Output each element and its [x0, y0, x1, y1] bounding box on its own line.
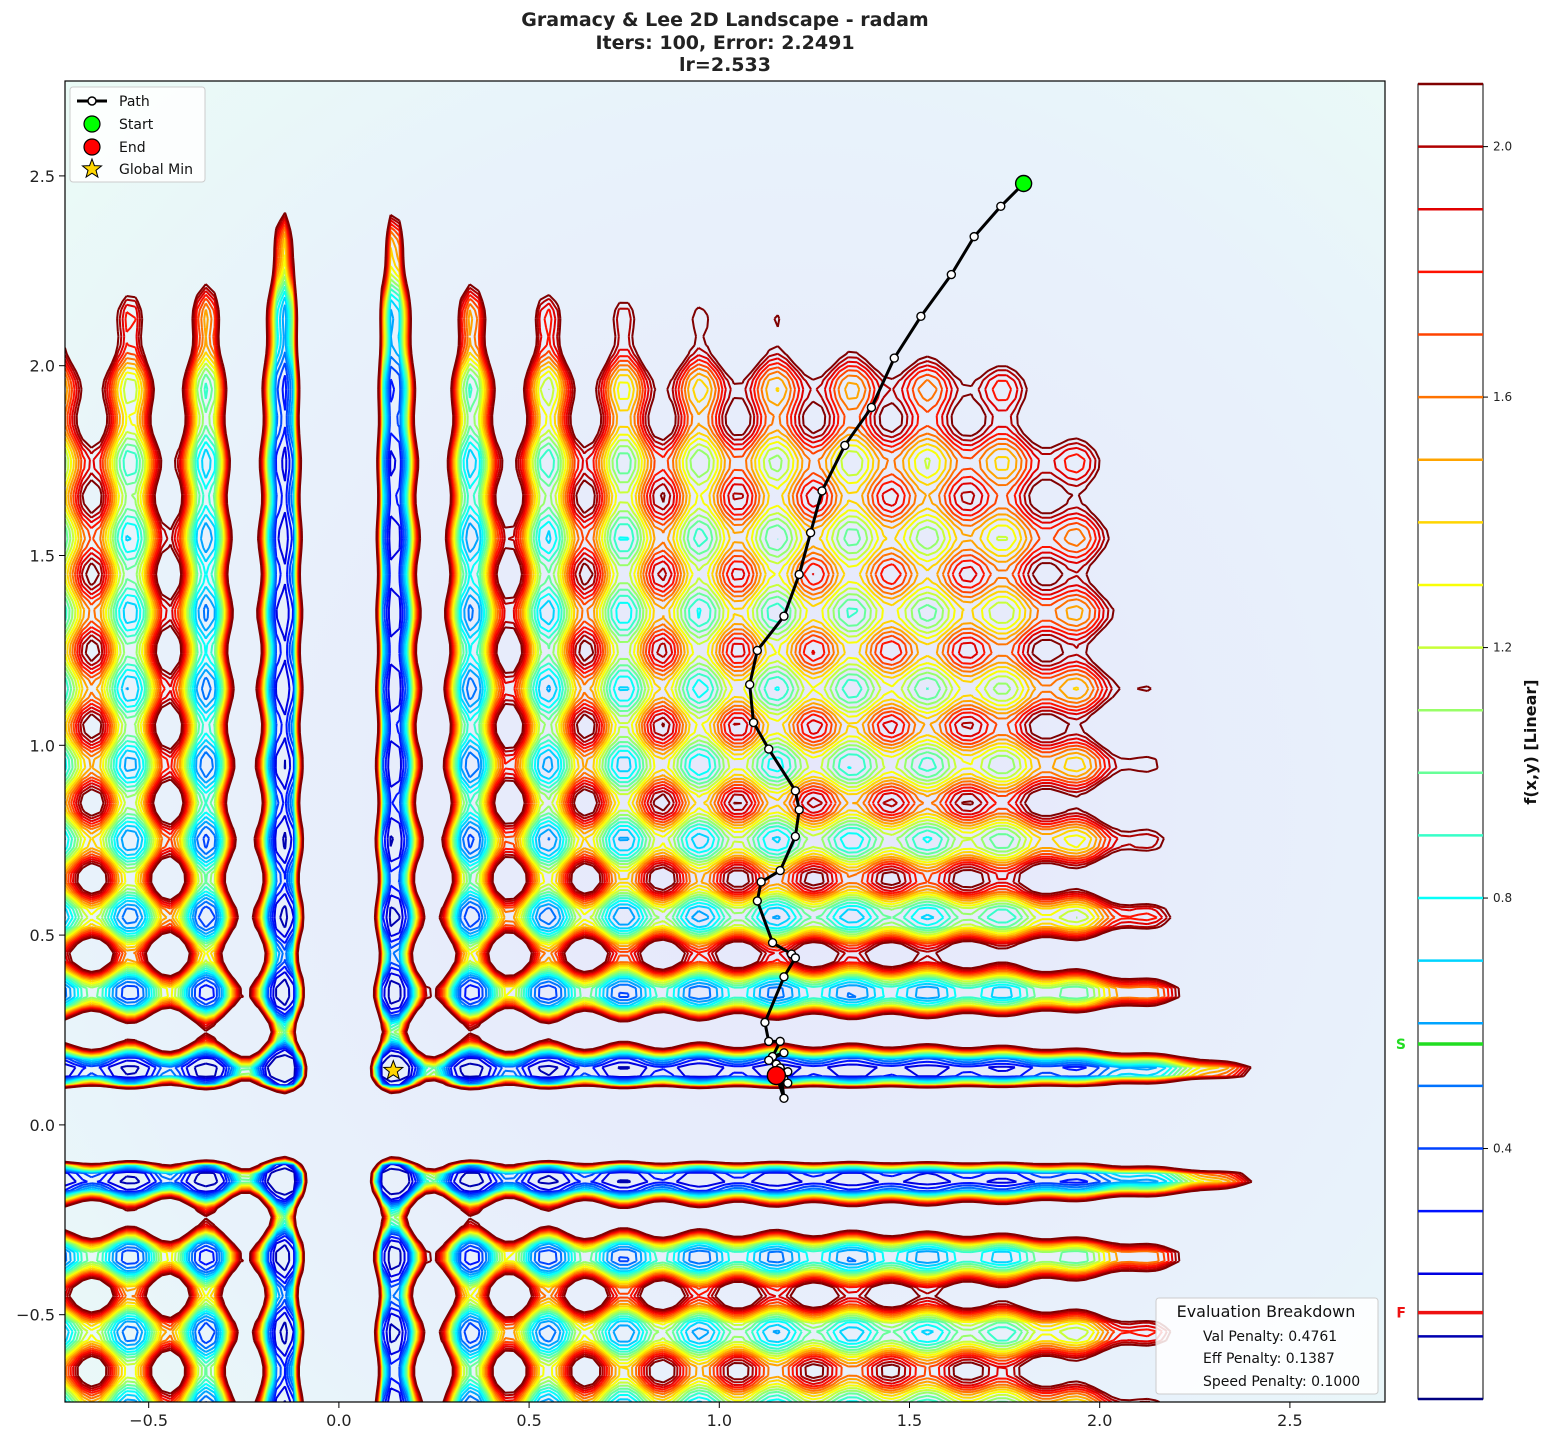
path-point: [996, 201, 1006, 211]
colorbar-final-marker-label: F: [1396, 1306, 1406, 1322]
title-line-3: lr=2.533: [679, 54, 771, 76]
colorbar-frame: [1417, 83, 1484, 1400]
path-point: [756, 877, 766, 887]
legend-label-path: Path: [119, 94, 150, 110]
path-point: [752, 645, 763, 656]
evaluation-speed-penalty: Speed Penalty: 0.1000: [1203, 1374, 1360, 1390]
x-tick-label: 1.0: [707, 1411, 732, 1430]
path-point: [779, 1048, 789, 1058]
start-marker: [1014, 174, 1033, 193]
legend-entry-global-min: Global Min: [81, 157, 193, 179]
colorbar-markers: SF: [1396, 1037, 1483, 1322]
path-point: [794, 569, 804, 580]
legend-path-marker: [87, 96, 97, 106]
path-point: [775, 865, 785, 876]
path-point: [748, 717, 759, 728]
colorbar-start-marker-label: S: [1396, 1037, 1406, 1053]
y-tick-label: 2.5: [30, 167, 55, 186]
legend-end-marker: [83, 138, 101, 156]
point-markers: [382, 174, 1033, 1086]
path-point: [775, 1036, 785, 1047]
colorbar-tick-label: 0.8: [1493, 891, 1512, 905]
y-tick-label: 0.0: [30, 1116, 55, 1135]
x-tick-label: 1.5: [897, 1411, 922, 1430]
evaluation-title: Evaluation Breakdown: [1177, 1302, 1356, 1321]
plot-frame: [64, 80, 1386, 1403]
x-tick-label: 0.5: [516, 1411, 541, 1430]
title-line-2: Iters: 100, Error: 2.2491: [595, 32, 854, 54]
y-tick-label: 0.5: [30, 926, 55, 945]
y-tick-label: 1.0: [30, 736, 55, 755]
title-line-1: Gramacy & Lee 2D Landscape - radam: [521, 9, 928, 31]
global-min-star-icon: [382, 1059, 405, 1080]
evaluation-breakdown: Evaluation Breakdown Val Penalty: 0.4761…: [1155, 1297, 1379, 1395]
legend-star-icon: [81, 157, 103, 179]
y-tick-label: 2.0: [30, 357, 55, 376]
path-point: [764, 744, 774, 754]
plot-area: [64, 80, 1386, 1403]
path-point: [946, 269, 957, 280]
legend-box: [69, 86, 206, 183]
path-point: [840, 440, 850, 451]
colorbar-label: f(x,y) [Linear]: [1521, 679, 1540, 804]
colorbar-ticks: 0.4 0.8 1.2 1.6 2.0: [1483, 140, 1512, 1156]
path-point: [790, 831, 801, 842]
x-tick-label: 2.0: [1087, 1411, 1112, 1430]
path-point: [783, 1078, 793, 1088]
x-tick-label: 2.5: [1277, 1411, 1302, 1430]
legend-label-start: Start: [119, 117, 154, 133]
colorbar-levels: [1418, 82, 1483, 1401]
end-marker: [766, 1065, 787, 1086]
path-point: [794, 805, 804, 815]
path-point: [779, 972, 789, 982]
path-point: [764, 1055, 774, 1066]
y-tick-label: 1.5: [30, 546, 55, 565]
path-point: [916, 311, 926, 322]
evaluation-val-penalty: Val Penalty: 0.4761: [1203, 1329, 1337, 1345]
legend: Path Start End Global Min: [69, 86, 206, 183]
path-point: [790, 953, 801, 963]
path-point: [969, 231, 979, 242]
colorbar-tick-label: 0.4: [1493, 1142, 1512, 1156]
path-point: [889, 353, 899, 363]
y-tick-label: −0.5: [16, 1306, 55, 1325]
legend-label-global-min: Global Min: [119, 162, 193, 178]
y-axis: −0.5 0.0 0.5 1.0 1.5 2.0 2.5: [16, 167, 65, 1325]
path-point: [760, 1017, 770, 1028]
colorbar-tick-label: 2.0: [1493, 140, 1512, 154]
x-axis: −0.5 0.0 0.5 1.0 1.5 2.0 2.5: [129, 1402, 1303, 1430]
x-tick-label: 0.0: [326, 1411, 351, 1430]
evaluation-eff-penalty: Eff Penalty: 0.1387: [1203, 1351, 1335, 1367]
legend-entry-end: End: [83, 138, 146, 156]
chart-title: Gramacy & Lee 2D Landscape - radam Iters…: [521, 9, 928, 76]
contour-level-21: [65, 212, 1253, 1402]
path-point: [866, 402, 877, 413]
legend-start-marker: [83, 115, 101, 133]
legend-entry-path: Path: [77, 94, 150, 110]
x-tick-label: −0.5: [129, 1411, 168, 1430]
path-point: [752, 896, 763, 906]
legend-entry-start: Start: [83, 115, 154, 133]
path-point: [779, 611, 789, 621]
contour-layer: [65, 212, 1253, 1402]
legend-label-end: End: [119, 140, 146, 156]
path-point: [790, 786, 801, 796]
path-point: [767, 937, 778, 948]
path-point: [805, 528, 816, 538]
path-point: [817, 486, 827, 496]
path-point: [764, 1036, 774, 1047]
path-point: [779, 1093, 789, 1104]
contour-level-1: [119, 759, 632, 1402]
colorbar: 0.40.81.21.62.0 SF f(x,y) [Linear]: [1396, 82, 1540, 1401]
colorbar-tick-label: 1.2: [1493, 641, 1512, 655]
colorbar-tick-label: 1.6: [1493, 390, 1512, 404]
evaluation-box: [1155, 1297, 1379, 1395]
path-point: [745, 679, 755, 690]
